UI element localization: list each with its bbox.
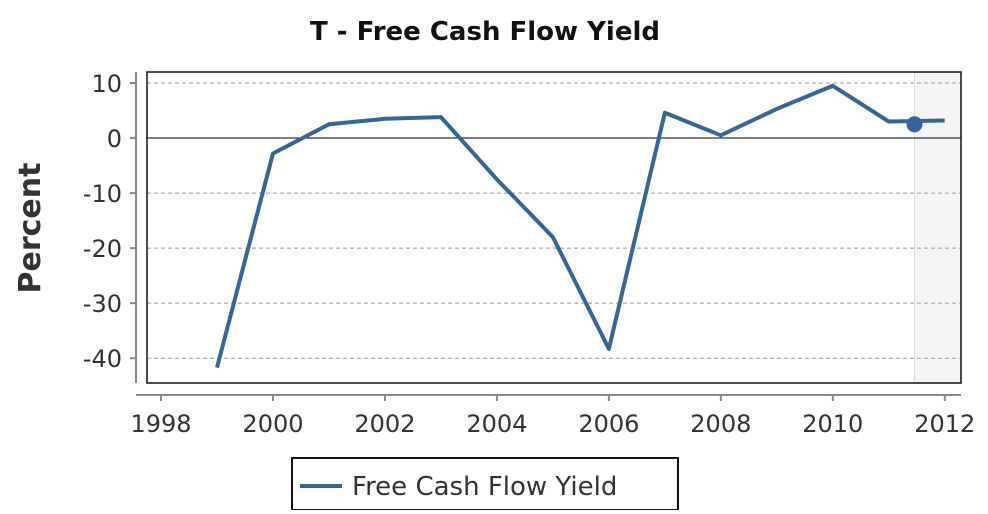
y-tick-label: -20	[83, 235, 122, 263]
x-tick-label: 2012	[914, 410, 975, 438]
y-tick-label: 0	[107, 125, 122, 153]
y-tick-label: -30	[83, 290, 122, 318]
x-tick-label: 2004	[466, 410, 527, 438]
chart-title: T - Free Cash Flow Yield	[310, 17, 660, 47]
data-line	[215, 83, 945, 369]
plot-frame	[146, 71, 962, 384]
y-tick-label: 10	[91, 70, 122, 98]
x-tick-label: 2008	[690, 410, 751, 438]
legend-label: Free Cash Flow Yield	[352, 472, 617, 502]
y-tick-label: -10	[83, 180, 122, 208]
x-tick-label: 2010	[802, 410, 863, 438]
x-tick-label: 2000	[242, 410, 303, 438]
y-axis-label: Percent	[13, 163, 48, 294]
highlight-point	[906, 116, 923, 133]
x-tick-label: 2006	[578, 410, 639, 438]
y-tick-label: -40	[83, 345, 122, 373]
x-tick-label: 2002	[354, 410, 415, 438]
legend-box	[291, 457, 679, 511]
x-tick-label: 1998	[130, 410, 191, 438]
